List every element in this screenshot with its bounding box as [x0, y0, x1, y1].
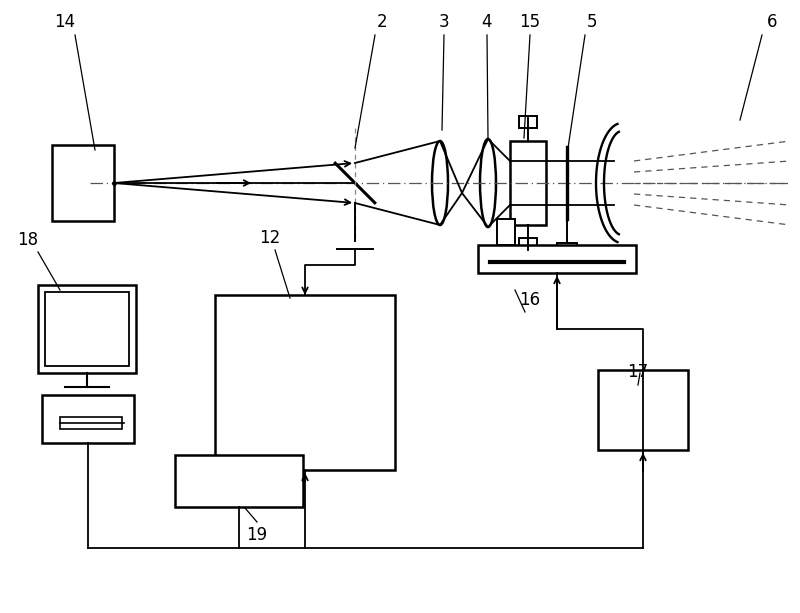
Bar — [60, 417, 122, 429]
Bar — [598, 370, 688, 450]
Text: 6: 6 — [766, 13, 778, 31]
Text: 19: 19 — [246, 526, 267, 544]
Text: 5: 5 — [586, 13, 598, 31]
Text: 12: 12 — [259, 229, 281, 247]
Text: 16: 16 — [519, 291, 541, 309]
Text: 3: 3 — [438, 13, 450, 31]
Text: 4: 4 — [482, 13, 492, 31]
Bar — [478, 245, 636, 273]
Bar — [42, 395, 134, 443]
Bar — [519, 238, 537, 250]
Bar — [510, 141, 546, 225]
Bar — [38, 285, 136, 373]
Bar — [519, 116, 537, 128]
Text: 2: 2 — [377, 13, 387, 31]
Bar — [215, 295, 395, 470]
Bar — [557, 243, 577, 259]
Ellipse shape — [480, 139, 496, 227]
Text: 17: 17 — [627, 363, 649, 381]
Bar — [497, 219, 515, 245]
Text: 18: 18 — [18, 231, 38, 249]
Bar — [45, 292, 129, 366]
Text: 14: 14 — [54, 13, 75, 31]
Text: 15: 15 — [519, 13, 541, 31]
Ellipse shape — [432, 141, 448, 225]
Bar — [175, 455, 303, 507]
Bar — [52, 145, 114, 221]
